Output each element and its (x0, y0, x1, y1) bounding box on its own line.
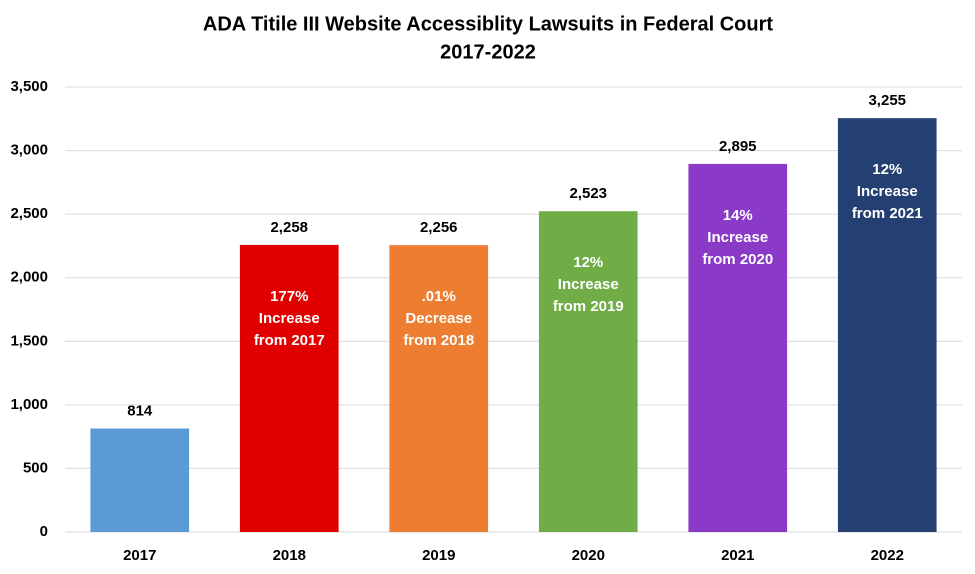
y-tick-label: 2,500 (10, 205, 48, 222)
value-label: 2,256 (420, 219, 458, 236)
bar (389, 245, 489, 532)
bar (90, 428, 190, 532)
bar-annotation: 12% (872, 161, 902, 178)
x-tick-label: 2018 (273, 547, 306, 564)
bar-annotation: Increase (857, 183, 918, 200)
value-label: 2,523 (569, 185, 607, 202)
value-label: 814 (127, 402, 153, 419)
bar-annotation: 14% (723, 207, 753, 224)
bar-annotation: from 2020 (702, 251, 773, 268)
y-tick-label: 0 (40, 523, 48, 540)
bar (538, 211, 638, 532)
value-label: 2,895 (719, 138, 757, 155)
value-label: 3,255 (868, 92, 906, 109)
bar-annotation: 177% (270, 288, 308, 305)
value-label: 2,258 (270, 219, 308, 236)
bar-annotation: from 2019 (553, 298, 624, 315)
bar-annotation: from 2017 (254, 332, 325, 349)
chart-subtitle: 2017-2022 (440, 41, 536, 63)
x-tick-label: 2022 (871, 547, 904, 564)
bar-annotation: Decrease (405, 310, 472, 327)
y-tick-label: 3,000 (10, 142, 48, 159)
y-tick-label: 1,000 (10, 396, 48, 413)
bar (837, 118, 937, 533)
bar-annotation: Increase (259, 310, 320, 327)
bar-annotation: Increase (707, 229, 768, 246)
bar-annotation: Increase (558, 276, 619, 293)
bar-annotation: from 2021 (852, 205, 923, 222)
bar (688, 163, 788, 532)
bar-annotation: from 2018 (403, 332, 474, 349)
chart-title: ADA Titile III Website Accessiblity Laws… (203, 13, 773, 35)
x-tick-label: 2017 (123, 547, 156, 564)
y-tick-label: 2,000 (10, 269, 48, 286)
y-tick-label: 1,500 (10, 332, 48, 349)
bar (239, 244, 339, 532)
y-tick-label: 3,500 (10, 78, 48, 95)
y-tick-label: 500 (23, 459, 48, 476)
x-tick-label: 2020 (572, 547, 605, 564)
x-tick-label: 2019 (422, 547, 455, 564)
bar-annotation: 12% (573, 254, 603, 271)
x-tick-label: 2021 (721, 547, 754, 564)
bar-annotation: .01% (422, 288, 456, 305)
